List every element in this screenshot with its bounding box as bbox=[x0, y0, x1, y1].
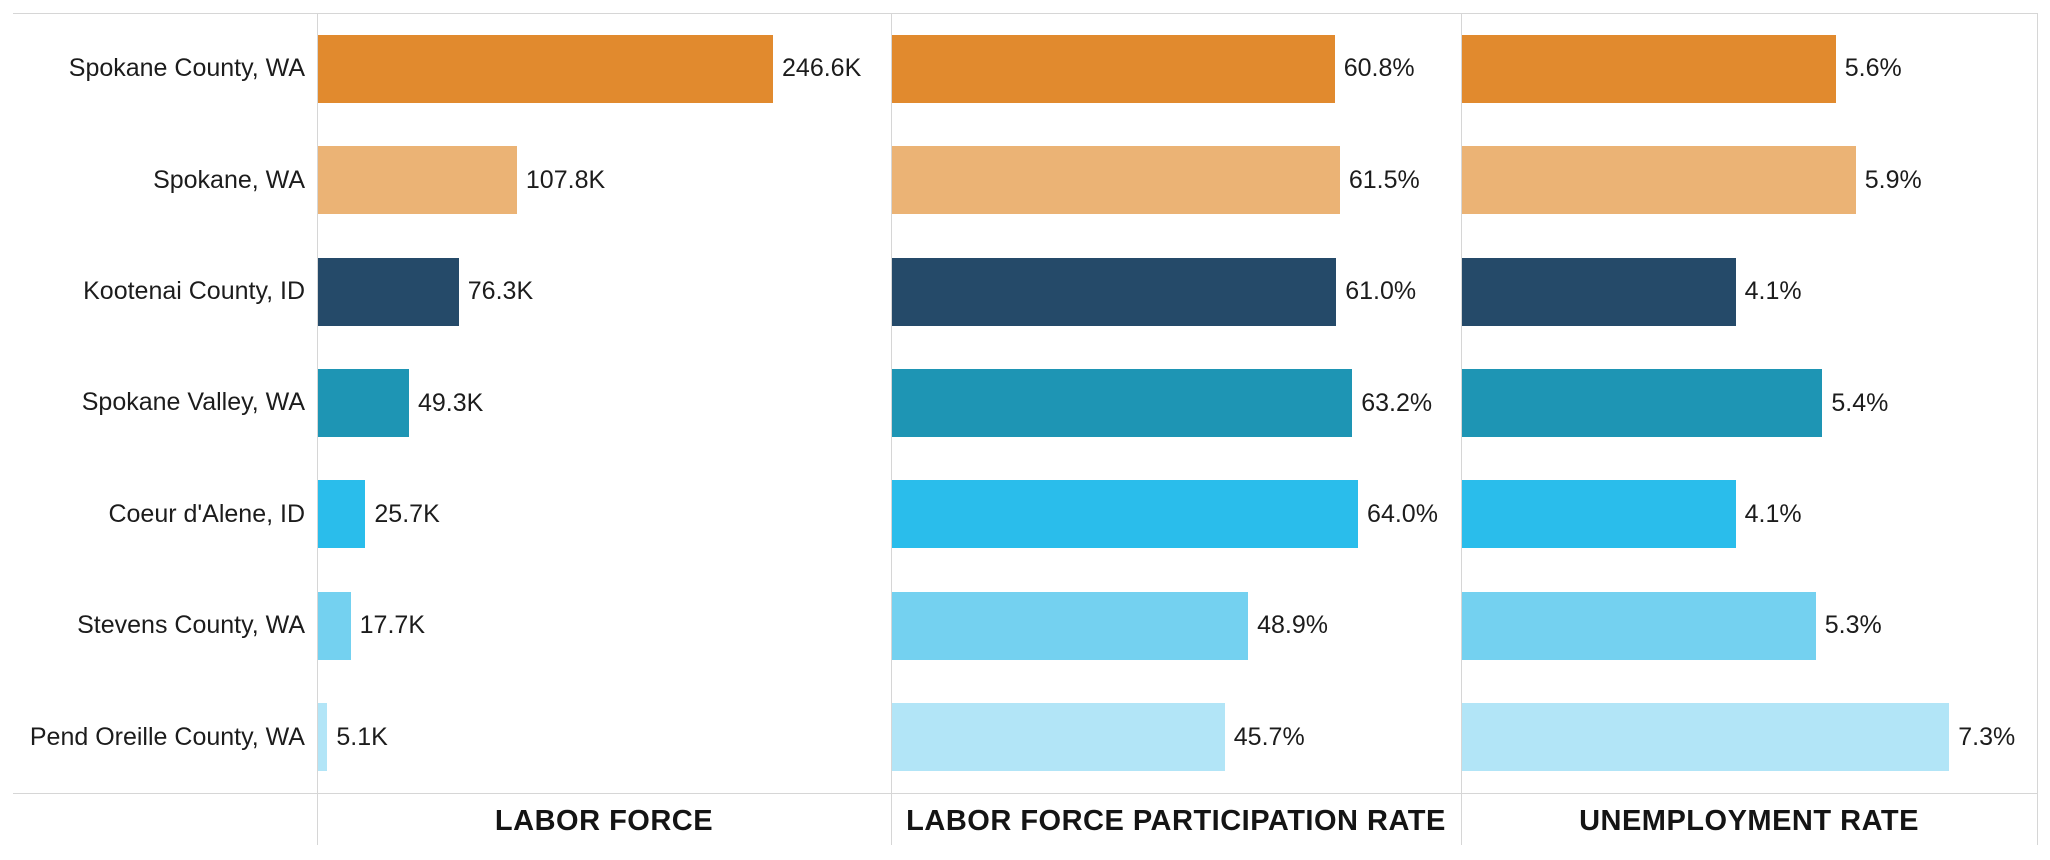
value-label: 7.3% bbox=[1958, 722, 2016, 751]
bar-row: 5.9% bbox=[1462, 146, 2036, 215]
bar-row: 48.9% bbox=[892, 591, 1460, 660]
panel-title-unemployment-rate: UNEMPLOYMENT RATE bbox=[1579, 804, 1919, 837]
category-label: Kootenai County, ID bbox=[83, 277, 305, 306]
bar-labor-force[interactable] bbox=[318, 703, 328, 772]
bar-row: 17.7K bbox=[318, 591, 890, 660]
bar-labor-force[interactable] bbox=[318, 591, 351, 660]
panel-separator-line-2 bbox=[1461, 13, 1462, 845]
bar-row: 61.5% bbox=[892, 146, 1460, 215]
bar-labor-force-participation-rate[interactable] bbox=[892, 703, 1225, 772]
category-label: Stevens County, WA bbox=[77, 611, 305, 640]
value-label: 17.7K bbox=[359, 611, 425, 640]
bar-labor-force-participation-rate[interactable] bbox=[892, 34, 1335, 103]
value-label: 5.9% bbox=[1864, 165, 1922, 194]
value-label: 61.0% bbox=[1345, 277, 1417, 306]
bar-labor-force-participation-rate[interactable] bbox=[892, 146, 1340, 215]
bar-labor-force[interactable] bbox=[318, 34, 774, 103]
bar-unemployment-rate[interactable] bbox=[1462, 34, 1836, 103]
bar-row: 61.0% bbox=[892, 257, 1460, 326]
bar-row: 49.3K bbox=[318, 369, 890, 437]
value-label: 107.8K bbox=[525, 165, 606, 194]
bar-row: 4.1% bbox=[1462, 257, 2036, 326]
value-label: 246.6K bbox=[782, 54, 862, 83]
bar-labor-force-participation-rate[interactable] bbox=[892, 257, 1337, 326]
bar-unemployment-rate[interactable] bbox=[1462, 591, 1816, 660]
bar-row: 60.8% bbox=[892, 34, 1460, 103]
value-label: 63.2% bbox=[1361, 388, 1433, 417]
bar-row: 64.0% bbox=[892, 480, 1460, 549]
bar-labor-force-participation-rate[interactable] bbox=[892, 480, 1359, 549]
bar-unemployment-rate[interactable] bbox=[1462, 703, 1950, 772]
bar-labor-force[interactable] bbox=[318, 480, 366, 549]
category-label: Coeur d'Alene, ID bbox=[108, 499, 305, 528]
value-label: 4.1% bbox=[1744, 499, 1802, 528]
value-label: 45.7% bbox=[1233, 722, 1305, 751]
bar-row: 5.3% bbox=[1462, 591, 2036, 660]
value-label: 49.3K bbox=[417, 388, 484, 417]
bar-labor-force[interactable] bbox=[318, 369, 409, 437]
x-axis-baseline bbox=[13, 793, 2038, 794]
value-label: 4.1% bbox=[1744, 277, 1802, 306]
bar-row: 7.3% bbox=[1462, 703, 2036, 772]
value-label: 5.3% bbox=[1824, 611, 1882, 640]
value-label: 60.8% bbox=[1343, 54, 1415, 83]
bar-unemployment-rate[interactable] bbox=[1462, 480, 1736, 549]
panel-title-labor-force: LABOR FORCE bbox=[494, 804, 714, 837]
value-label: 64.0% bbox=[1367, 499, 1438, 528]
bar-row: 5.6% bbox=[1462, 34, 2036, 103]
panel-separator-line-1 bbox=[891, 13, 892, 845]
bar-row: 76.3K bbox=[318, 257, 890, 326]
bar-row: 5.4% bbox=[1462, 369, 2036, 437]
value-label: 76.3K bbox=[467, 277, 534, 306]
bar-unemployment-rate[interactable] bbox=[1462, 146, 1856, 215]
bar-row: 5.1K bbox=[318, 703, 890, 772]
category-label: Spokane County, WA bbox=[68, 54, 305, 83]
bar-labor-force[interactable] bbox=[318, 257, 459, 326]
category-label: Spokane, WA bbox=[153, 165, 305, 194]
bar-unemployment-rate[interactable] bbox=[1462, 369, 1823, 437]
value-label: 5.1K bbox=[336, 722, 388, 751]
plot-right-border-line bbox=[2037, 13, 2038, 845]
bar-row: 45.7% bbox=[892, 703, 1460, 772]
value-label: 25.7K bbox=[374, 499, 440, 528]
bar-labor-force-participation-rate[interactable] bbox=[892, 369, 1353, 437]
bar-labor-force-participation-rate[interactable] bbox=[892, 591, 1249, 660]
value-label: 48.9% bbox=[1257, 611, 1328, 640]
bar-unemployment-rate[interactable] bbox=[1462, 257, 1736, 326]
bar-row: 107.8K bbox=[318, 146, 890, 215]
bar-row: 63.2% bbox=[892, 369, 1460, 437]
category-axis-line bbox=[317, 13, 318, 845]
bar-row: 4.1% bbox=[1462, 480, 2036, 549]
category-label: Spokane Valley, WA bbox=[81, 388, 305, 417]
value-label: 5.4% bbox=[1831, 388, 1889, 417]
value-label: 5.6% bbox=[1844, 54, 1902, 83]
panel-title-labor-force-participation-rate: LABOR FORCE PARTICIPATION RATE bbox=[906, 804, 1446, 837]
bar-labor-force[interactable] bbox=[318, 146, 517, 215]
value-label: 61.5% bbox=[1348, 165, 1420, 194]
category-label: Pend Oreille County, WA bbox=[29, 722, 305, 751]
bar-row: 25.7K bbox=[318, 480, 890, 549]
plot-top-border-line bbox=[13, 13, 2038, 14]
bar-row: 246.6K bbox=[318, 34, 890, 103]
